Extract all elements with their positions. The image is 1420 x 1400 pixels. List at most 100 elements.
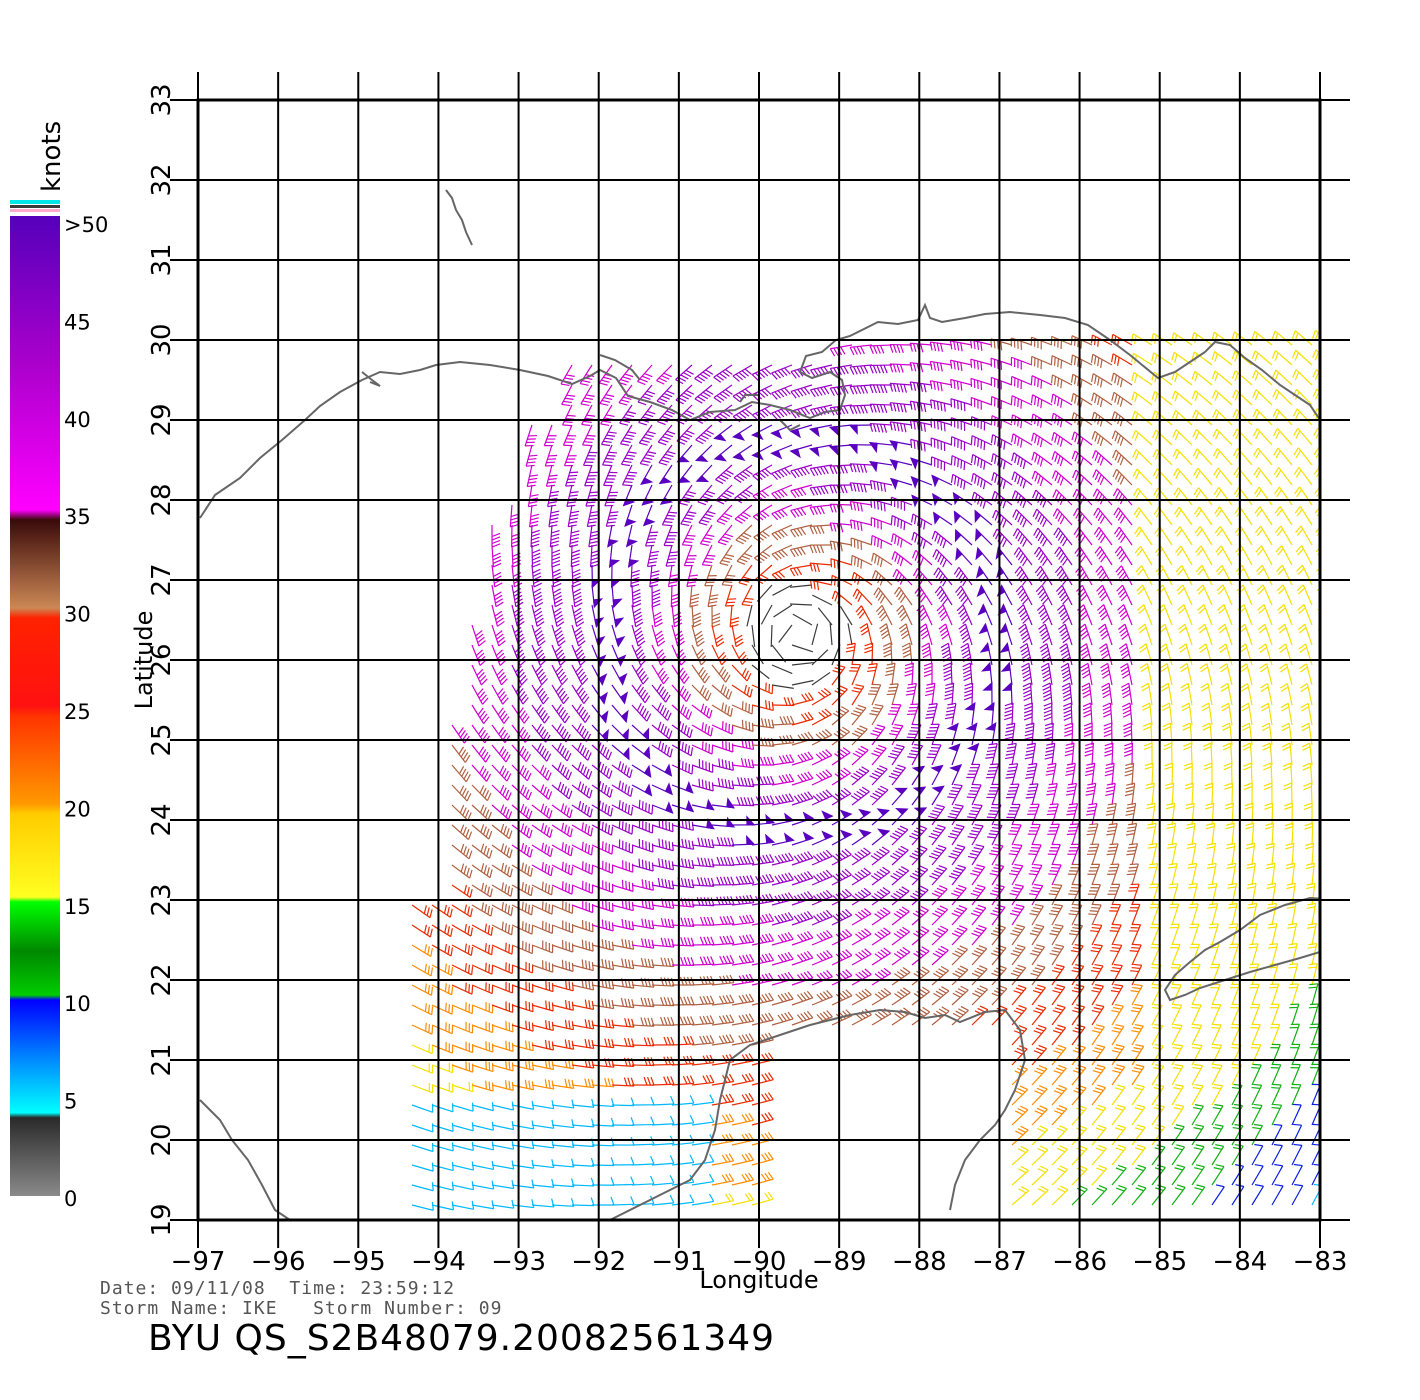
barb-feather (999, 478, 1004, 487)
barb-feather (1102, 702, 1111, 708)
barb-feather (1174, 451, 1180, 460)
barb-feather (695, 439, 704, 445)
barb-staff (771, 664, 793, 675)
barb-feather (1118, 551, 1125, 560)
barb-feather (657, 702, 662, 711)
barb-feather (853, 483, 857, 492)
barb-feather (673, 615, 682, 621)
barb-feather (1080, 662, 1089, 669)
barb-feather (1301, 706, 1310, 712)
wind-barb (1064, 742, 1075, 766)
barb-feather (686, 727, 690, 736)
wind-barb (716, 504, 733, 525)
barb-staff (1279, 506, 1293, 526)
barb-feather (856, 483, 860, 492)
barb-feather (1141, 702, 1151, 708)
barb-feather (1255, 545, 1262, 553)
barb-feather (1070, 354, 1074, 364)
barb-feather (542, 786, 547, 796)
barb-staff (1275, 350, 1293, 366)
barb-feather (697, 501, 707, 506)
barb-staff (1277, 447, 1293, 466)
barb-staff (1167, 683, 1173, 706)
wind-barb (811, 649, 829, 666)
wind-barb (925, 703, 938, 726)
wind-barb (1211, 389, 1233, 406)
wind-barb (950, 398, 973, 412)
barb-feather (1054, 546, 1060, 555)
barb-feather (1084, 745, 1094, 750)
barb-feather (530, 494, 539, 497)
barb-feather (1251, 370, 1257, 379)
barb-feather (549, 474, 558, 477)
barb-feather (651, 592, 661, 598)
wind-barb (849, 500, 873, 512)
wind-barb (940, 642, 953, 666)
barb-feather (896, 604, 903, 612)
barb-feather (1295, 525, 1302, 533)
barb-feather (1254, 352, 1259, 362)
barb-feather (493, 571, 502, 577)
barb-feather (1298, 627, 1307, 634)
wind-barb (950, 378, 973, 391)
barb-staff (1266, 663, 1273, 686)
barb-feather (608, 514, 618, 517)
barb-feather (692, 615, 702, 621)
barb-feather (566, 504, 576, 507)
wind-barb (955, 547, 973, 566)
barb-feather (740, 758, 744, 767)
barb-feather (683, 432, 693, 438)
barb-feather (886, 666, 895, 670)
barb-feather (495, 649, 503, 657)
barb-feather (1042, 682, 1051, 688)
barb-feather (774, 411, 782, 419)
wind-barb (950, 455, 973, 471)
barb-pennant (685, 781, 694, 794)
barb-feather (856, 727, 866, 733)
barb-feather (646, 713, 652, 722)
wind-barb (671, 781, 694, 794)
barb-feather (829, 522, 833, 532)
barb-feather (499, 675, 507, 683)
barb-feather (900, 520, 903, 529)
barb-staff (1225, 643, 1233, 666)
barb-staff (1222, 584, 1233, 606)
barb-staff (1174, 371, 1193, 386)
barb-feather (713, 376, 722, 383)
barb-feather (1135, 565, 1143, 573)
barb-feather (495, 598, 504, 604)
barb-feather (809, 468, 816, 477)
barb-feather (532, 552, 541, 558)
barb-feather (1073, 375, 1077, 385)
barb-feather (1297, 567, 1305, 575)
barb-feather (1021, 649, 1029, 656)
barb-feather (652, 603, 661, 608)
wind-barb (620, 444, 637, 467)
wind-barb (741, 584, 754, 607)
wind-barb (751, 624, 756, 647)
barb-feather (573, 595, 582, 601)
wind-barb (667, 564, 679, 588)
wind-barb (1113, 507, 1133, 526)
wind-barb (551, 564, 562, 588)
barb-feather (1322, 727, 1329, 731)
barb-staff (1140, 545, 1153, 566)
barb-feather (497, 652, 505, 660)
wind-barb (631, 783, 653, 797)
wind-barb (1103, 722, 1113, 746)
barb-feather (875, 747, 885, 752)
wind-barb (711, 644, 728, 666)
barb-feather (1118, 607, 1126, 615)
wind-barb (888, 744, 905, 766)
wind-barb (1222, 742, 1233, 766)
barb-feather (1058, 623, 1066, 630)
wind-barb (871, 744, 887, 766)
wind-barb (694, 384, 714, 404)
barb-feather (939, 626, 948, 633)
barb-feather (841, 706, 850, 712)
barb-feather (1314, 352, 1320, 361)
barb-feather (751, 705, 754, 715)
barb-pennant (664, 763, 673, 777)
barb-feather (1277, 623, 1286, 631)
wind-barb (591, 742, 613, 761)
